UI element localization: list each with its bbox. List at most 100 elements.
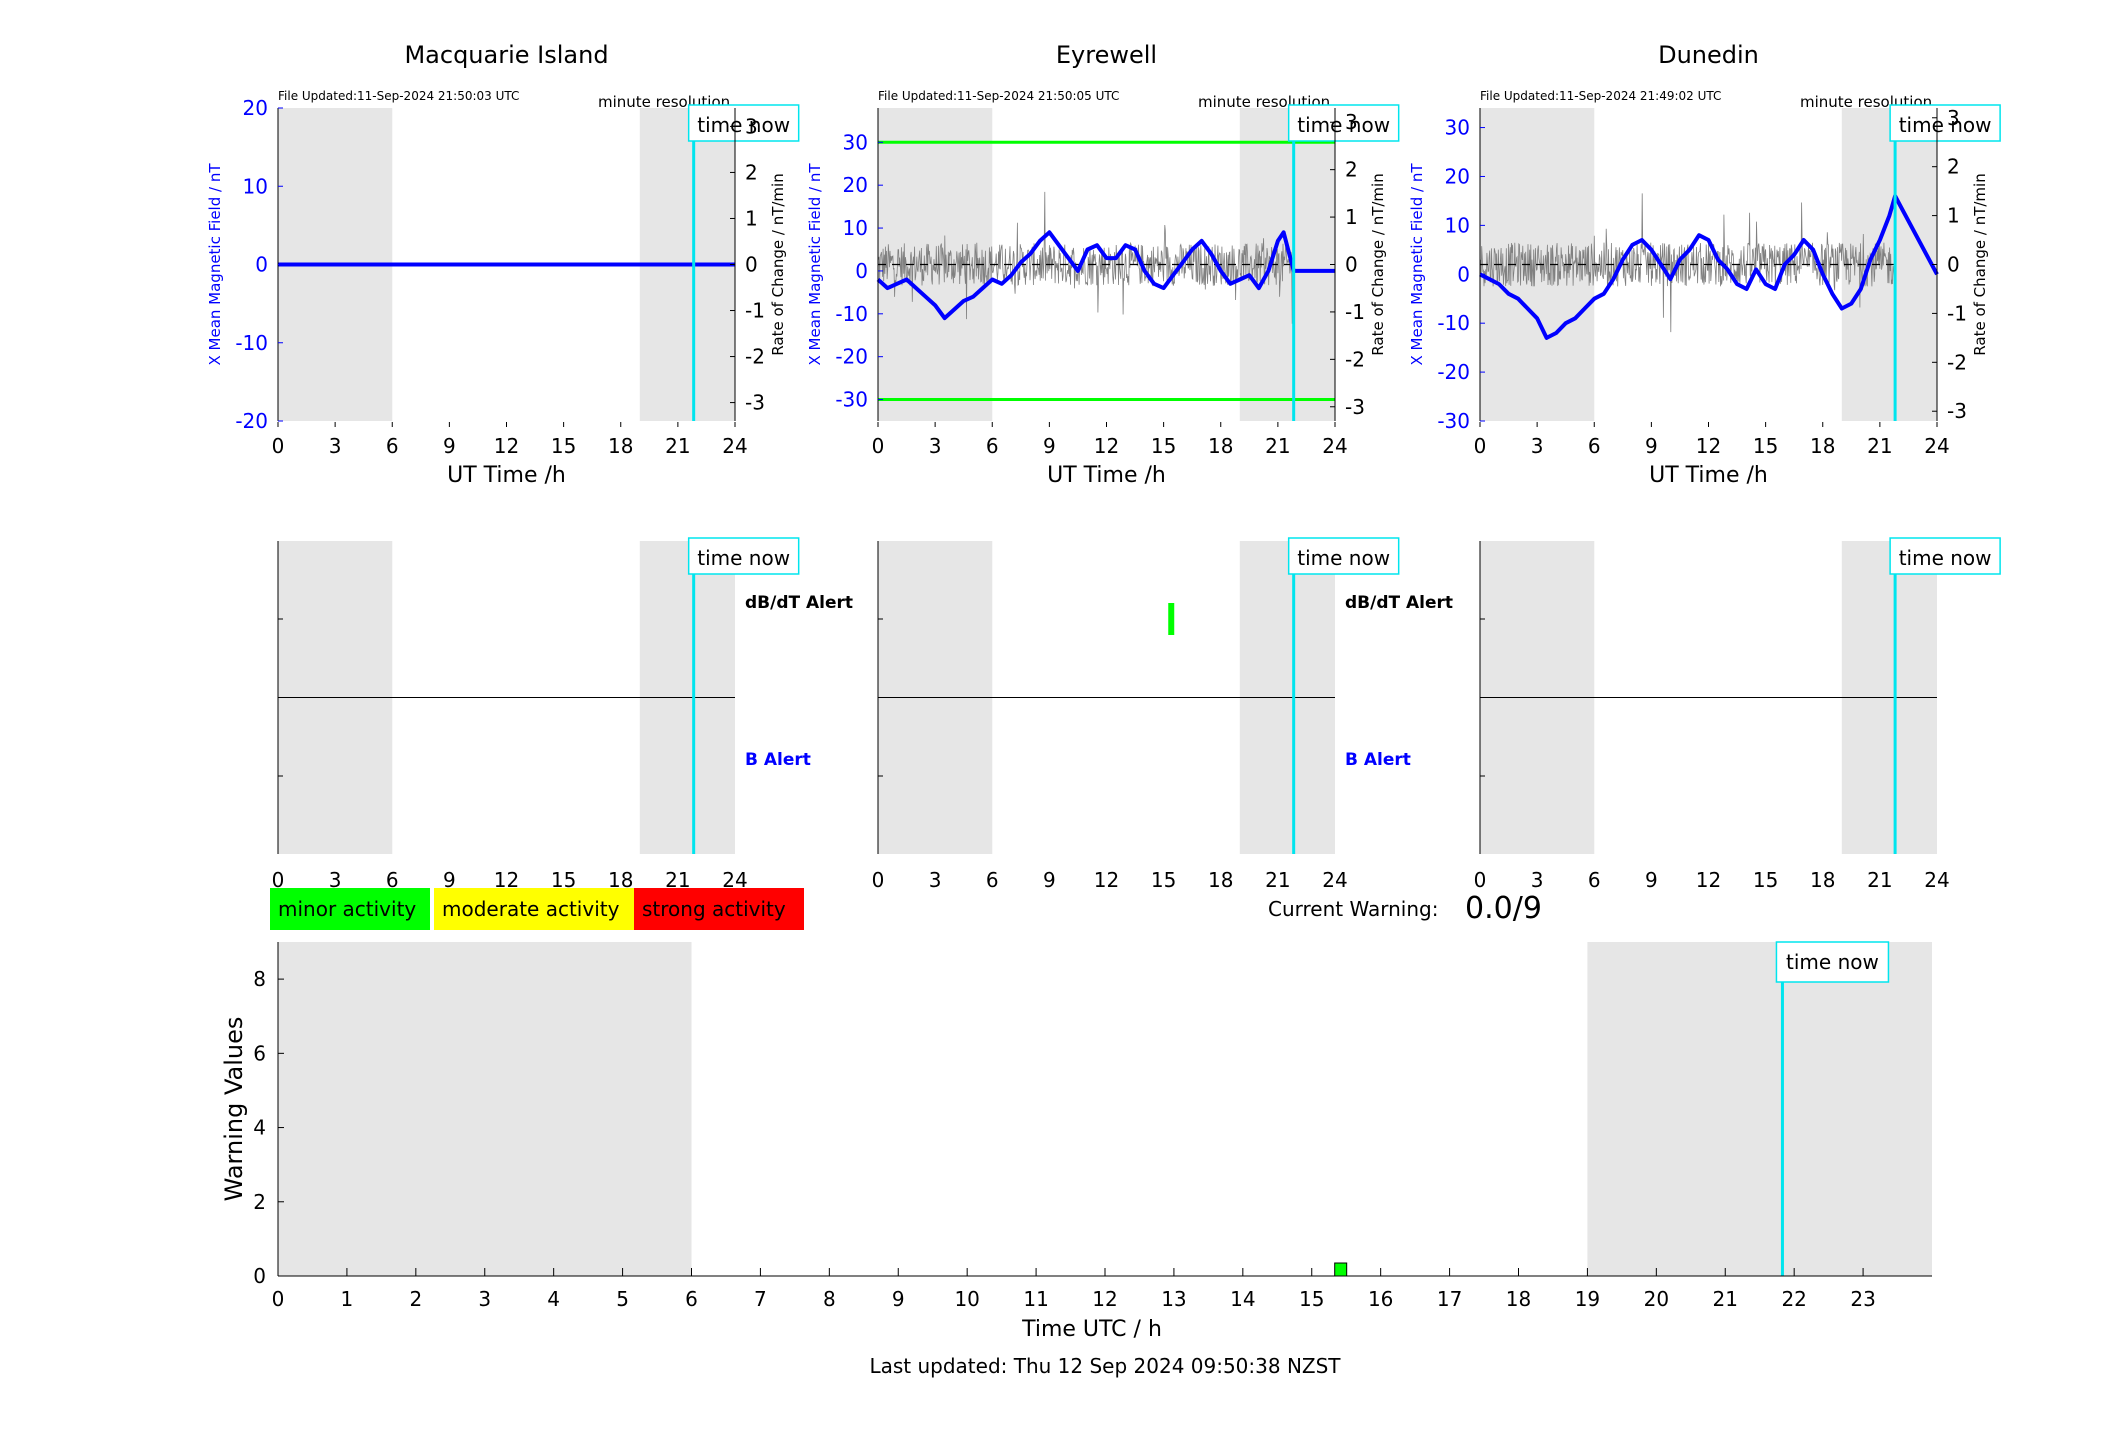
x-tick-label: 21: [1265, 868, 1290, 892]
x-tick-label: 6: [1588, 868, 1601, 892]
time-now-label: time now: [1297, 546, 1390, 570]
x-tick-label: 15: [551, 434, 576, 458]
y2-tick-label: 2: [745, 160, 758, 184]
x-tick-label: 3: [1531, 434, 1544, 458]
station-top-chart-1: Eyrewell File Updated:11-Sep-2024 21:50:0…: [806, 41, 1400, 488]
x-tick-label: 21: [1867, 434, 1892, 458]
x-tick-label: 12: [1696, 434, 1721, 458]
x-tick-label: 14: [1230, 1287, 1255, 1311]
field-series-line: [876, 230, 1335, 321]
x-tick-label: 8: [823, 1287, 836, 1311]
x-tick-label: 3: [1531, 868, 1544, 892]
y-tick-label: 2: [253, 1190, 266, 1214]
time-now-label: time now: [1899, 546, 1992, 570]
legend-swatch: [270, 888, 430, 930]
activity-legend: minor activity moderate activity strong ac…: [270, 888, 804, 930]
y2-tick-label: -1: [1947, 301, 1967, 325]
x-tick-label: 18: [1506, 1287, 1531, 1311]
rate-of-change-series: [877, 191, 1294, 324]
time-now-label: time now: [1786, 950, 1879, 974]
time-now-box: [1775, 941, 1890, 983]
y-tick-label: -30: [1437, 409, 1470, 433]
y2-tick-label: -3: [1947, 399, 1967, 423]
y-tick-label: 10: [1445, 213, 1470, 237]
time-now-label: time now: [1297, 113, 1390, 137]
x-tick-label: 6: [685, 1287, 698, 1311]
time-now-box: [1287, 104, 1400, 142]
x-tick-label: 9: [1645, 868, 1658, 892]
y-tick-label: 0: [255, 253, 268, 277]
x-tick-label: 18: [1810, 868, 1835, 892]
x-tick-label: 4: [547, 1287, 560, 1311]
y-tick-label: 6: [253, 1041, 266, 1065]
x-tick-label: 7: [754, 1287, 767, 1311]
warning-bar: [1334, 1262, 1348, 1277]
x-tick-label: 0: [872, 868, 885, 892]
x-tick-label: 3: [329, 868, 342, 892]
x-tick-label: 9: [1043, 868, 1056, 892]
y-tick-label: 20: [243, 96, 268, 120]
x-tick-label: 1: [341, 1287, 354, 1311]
x-tick-label: 6: [386, 868, 399, 892]
y-tick-label: 0: [855, 259, 868, 283]
right-y-label: Rate of Change / nT/min: [1971, 173, 1989, 355]
time-now-label: time now: [697, 546, 790, 570]
x-tick-label: 10: [954, 1287, 979, 1311]
x-tick-label: 19: [1575, 1287, 1600, 1311]
rate-of-change-series: [1479, 193, 1896, 333]
y2-tick-label: -3: [745, 391, 765, 415]
y-tick-label: -10: [235, 331, 268, 355]
legend-label: minor activity: [278, 897, 416, 921]
left-y-label: X Mean Magnetic Field / nT: [206, 163, 224, 366]
x-tick-label: 3: [329, 434, 342, 458]
x-tick-label: 18: [608, 434, 633, 458]
x-tick-label: 6: [986, 868, 999, 892]
y2-tick-label: 1: [745, 206, 758, 230]
x-tick-label: 24: [1322, 868, 1347, 892]
y-tick-label: -20: [1437, 360, 1470, 384]
x-tick-label: 0: [272, 1287, 285, 1311]
time-now-box: [687, 104, 800, 142]
last-updated-text: Last updated: Thu 12 Sep 2024 09:50:38 N…: [869, 1354, 1341, 1378]
x-tick-label: 15: [1299, 1287, 1324, 1311]
left-y-label: X Mean Magnetic Field / nT: [806, 163, 824, 366]
y-tick-label: 4: [253, 1116, 266, 1140]
x-tick-label: 11: [1023, 1287, 1048, 1311]
right-y-label: Rate of Change / nT/min: [1369, 173, 1387, 355]
station-top-chart-2: Dunedin File Updated:11-Sep-2024 21:49:02…: [1408, 41, 2001, 488]
y-tick-label: 8: [253, 967, 266, 991]
y-tick-label: 0: [1457, 262, 1470, 286]
y2-tick-label: 0: [745, 253, 758, 277]
y2-tick-label: 0: [1947, 253, 1960, 277]
x-tick-label: 5: [616, 1287, 629, 1311]
y2-tick-label: 3: [1947, 106, 1960, 130]
x-tick-label: 6: [386, 434, 399, 458]
x-tick-label: 3: [929, 434, 942, 458]
legend-label: moderate activity: [442, 897, 620, 921]
x-tick-label: 12: [494, 434, 519, 458]
x-axis-label: UT Time /h: [1047, 463, 1166, 488]
b-alert-label: B Alert: [1345, 750, 1411, 770]
alert-panel-1: time now dB/dT Alert B Alert 0 3 6 9 12 15 18 21 24: [872, 537, 1453, 892]
time-now-label: time now: [1899, 113, 1992, 137]
station-top-chart-0: Macquarie Island File Updated:11-Sep-2024…: [206, 41, 800, 488]
x-tick-label: 13: [1161, 1287, 1186, 1311]
y2-tick-label: 1: [1345, 205, 1358, 229]
x-tick-label: 22: [1781, 1287, 1806, 1311]
dbdt-alert-label: dB/dT Alert: [745, 593, 853, 613]
x-tick-label: 18: [1208, 868, 1233, 892]
right-y-label: Rate of Change / nT/min: [769, 173, 787, 355]
y2-tick-label: 0: [1345, 253, 1358, 277]
file-updated-text: File Updated:11-Sep-2024 21:49:02 UTC: [1480, 89, 1721, 103]
x-tick-label: 9: [1645, 434, 1658, 458]
legend-swatch: [434, 888, 634, 930]
x-tick-label: 6: [986, 434, 999, 458]
time-now-box: [1889, 537, 2001, 575]
y2-tick-label: -2: [1345, 347, 1365, 371]
x-tick-label: 15: [1151, 868, 1176, 892]
x-tick-label: 18: [1208, 434, 1233, 458]
y2-tick-label: -1: [745, 299, 765, 323]
y2-tick-label: -3: [1345, 395, 1365, 419]
